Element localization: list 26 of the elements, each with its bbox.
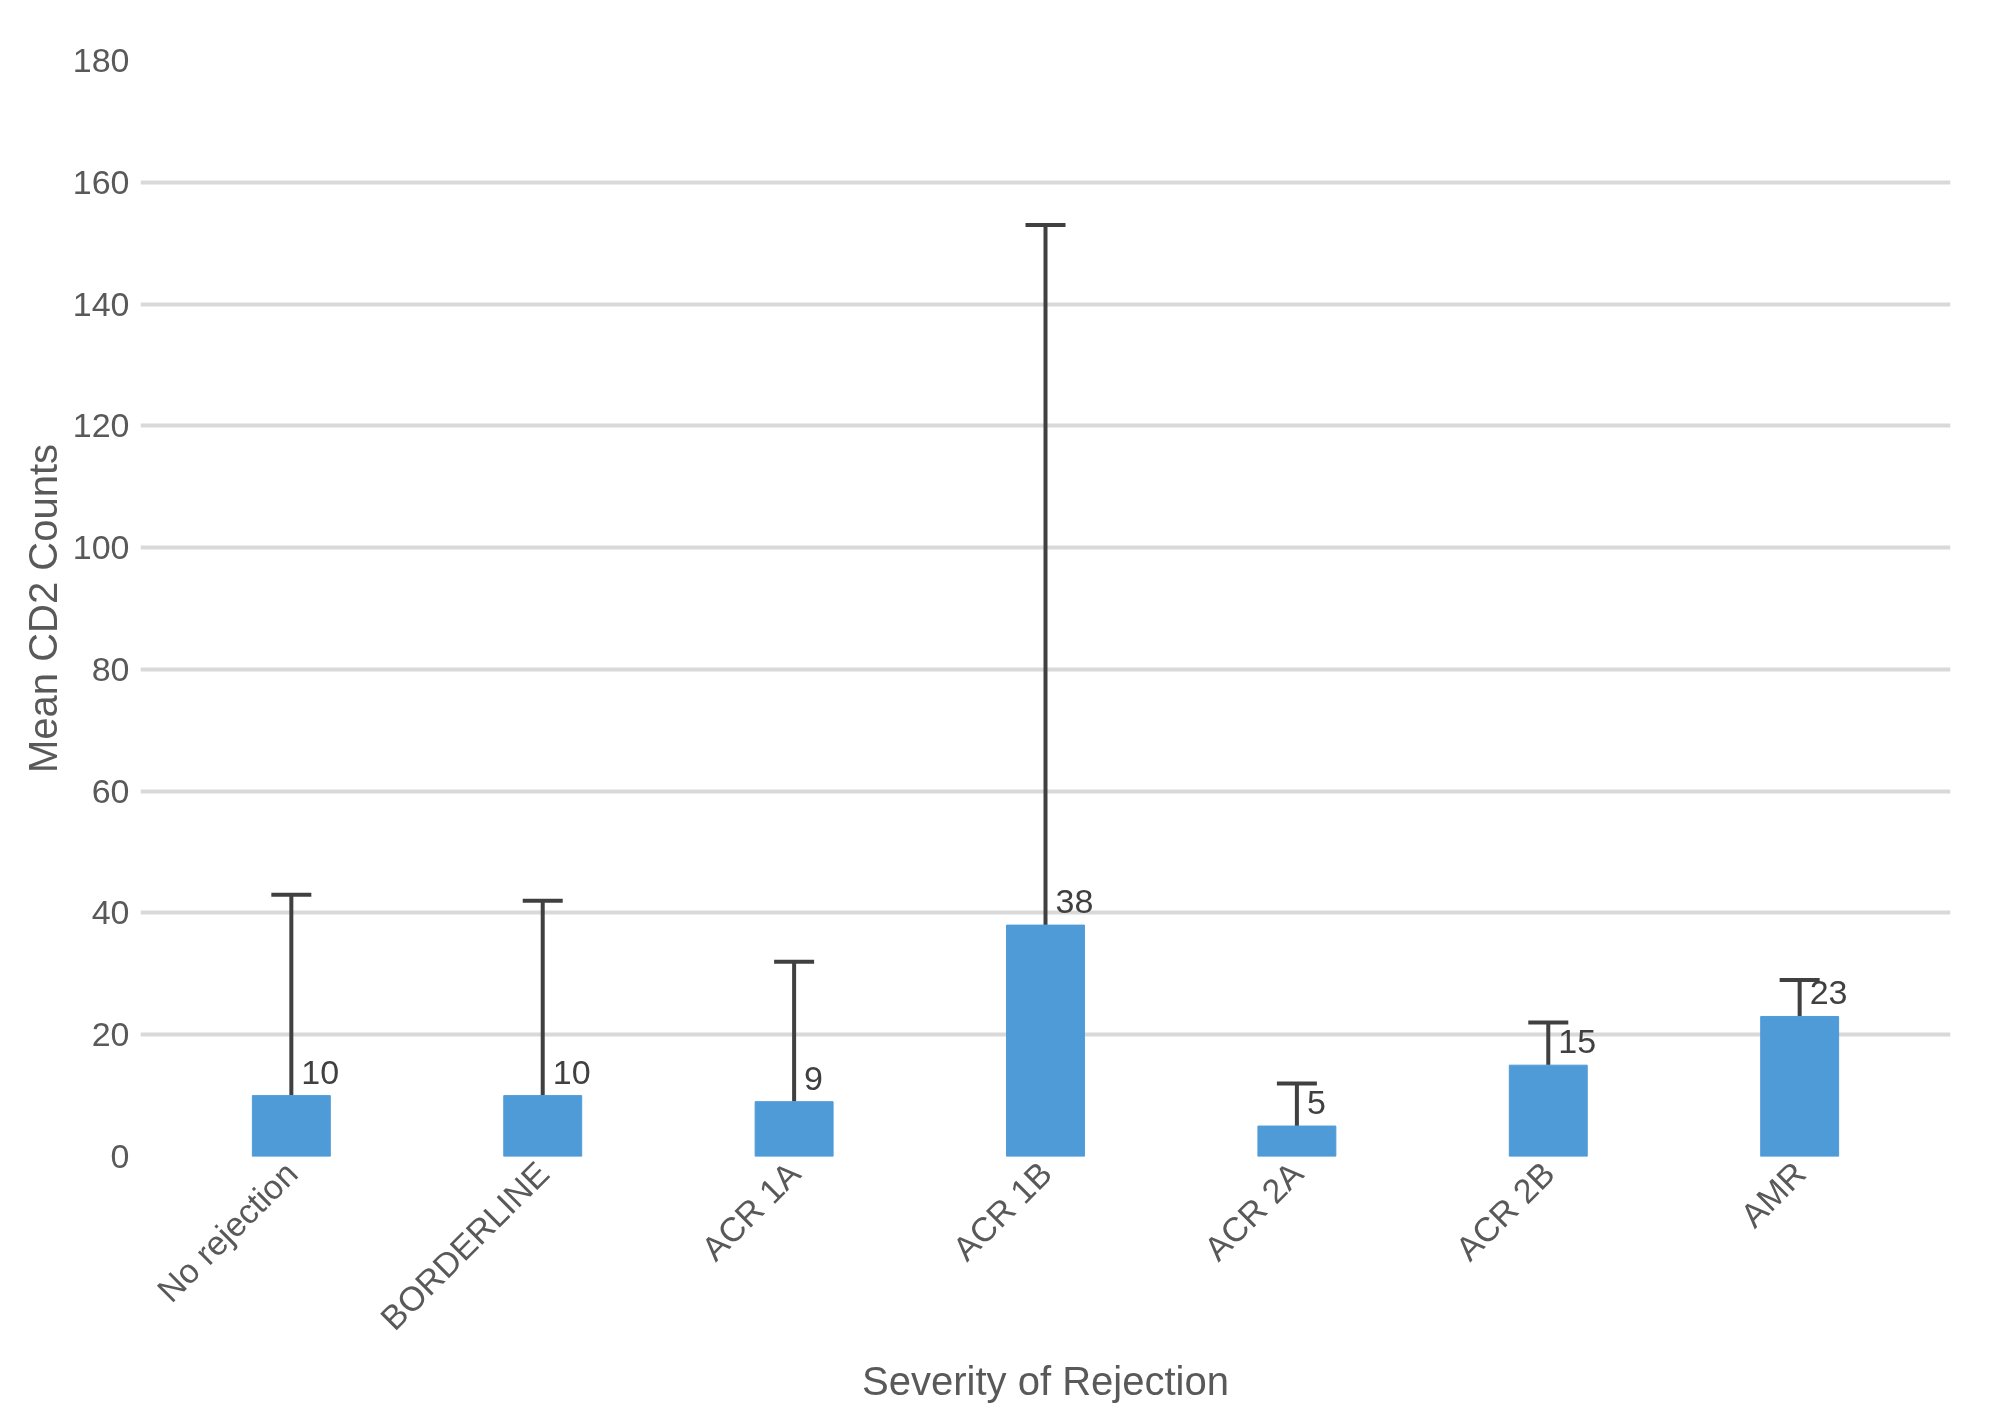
y-tick-label: 140: [72, 284, 130, 323]
y-tick-label: 0: [110, 1137, 130, 1175]
bar: [503, 1095, 583, 1157]
x-axis-title: Severity of Rejection: [862, 1358, 1229, 1403]
data-label: 23: [1809, 973, 1848, 1012]
y-tick-label: 180: [72, 41, 130, 79]
y-axis-title: Mean CD2 Counts: [20, 443, 65, 774]
data-label: 38: [1055, 882, 1094, 921]
bar: [251, 1095, 331, 1157]
y-tick-label: 160: [72, 162, 130, 201]
data-label: 10: [301, 1052, 340, 1091]
bar: [1760, 1015, 1840, 1157]
bar: [754, 1101, 834, 1157]
y-tick-label: 80: [91, 649, 130, 688]
y-tick-label: 120: [72, 406, 130, 445]
data-label: 15: [1558, 1022, 1597, 1061]
data-label: 10: [552, 1052, 591, 1091]
bar: [1257, 1125, 1337, 1157]
y-tick-label: 40: [91, 893, 130, 932]
y-tick-label: 60: [91, 771, 130, 810]
bar: [1508, 1064, 1588, 1157]
data-label: 9: [804, 1058, 824, 1097]
y-tick-label: 100: [72, 528, 130, 567]
y-tick-label: 20: [91, 1015, 130, 1054]
data-label: 5: [1306, 1083, 1326, 1122]
bar: [1006, 924, 1085, 1157]
